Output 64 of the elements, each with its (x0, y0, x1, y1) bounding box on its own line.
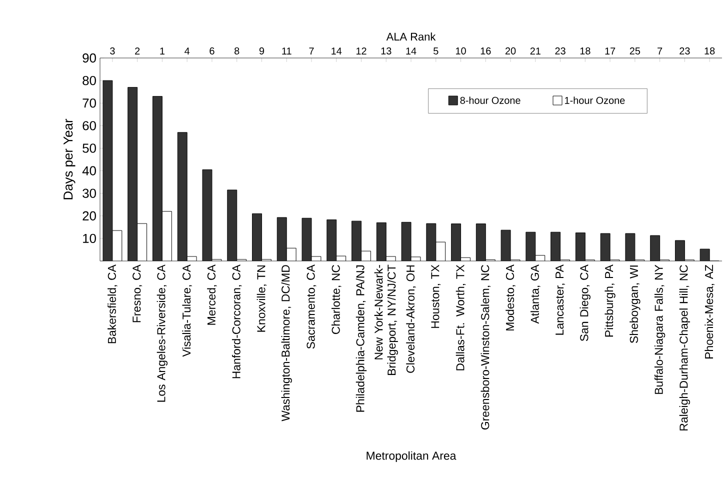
y-tick-label: 40 (82, 166, 96, 176)
text: 25 (630, 47, 640, 54)
text: 23 (680, 47, 690, 54)
text: 3 (110, 47, 115, 54)
text: 18 (580, 47, 590, 54)
y-tick-label: 70 (82, 98, 96, 108)
text: 23 (555, 47, 566, 54)
text: 20 (505, 47, 516, 54)
text: 10 (456, 47, 466, 54)
x-tick-label: Lancaster, PA (556, 264, 565, 335)
x-tick-label: Hanford-Corcoran, CA (232, 264, 242, 378)
x-tick-label: Washington-Baltimore, DC/MD (281, 265, 292, 422)
text: 18 (704, 47, 715, 54)
legend-label: 1-hour Ozone (565, 96, 625, 104)
x-axis-title: Metropolitan Area (366, 451, 456, 462)
x-tick-label: Sacramento, CA (306, 264, 316, 349)
x-tick-label: Merced, CA (207, 264, 217, 325)
text: 14 (332, 48, 342, 54)
x-tick-label: Charlotte, NC (331, 264, 342, 334)
x-tick-label: Fresno, CA (132, 264, 142, 322)
text: 14 (406, 48, 416, 54)
text: 8 (234, 47, 240, 54)
y-tick-label: 50 (82, 144, 96, 153)
x-tick-label: Modesto, CA (506, 264, 516, 330)
legend-label: 8-hour Ozone (460, 96, 520, 104)
x-tick-label: Sheboygan, WI (630, 266, 640, 343)
y-tick-label: 90 (82, 53, 96, 63)
text: 5 (434, 48, 438, 54)
y-tick-label: 60 (82, 121, 96, 130)
text: 16 (480, 47, 491, 54)
y-tick-label: 30 (82, 188, 96, 198)
x-tick-label: Dallas-Ft. Worth, TX (456, 264, 466, 370)
y-tick-label: 80 (82, 76, 96, 86)
x-tick-label: Bakersfield, CA (108, 264, 118, 344)
y-tick-label: 10 (83, 234, 96, 244)
x-tick-label: Atlanta, GA (530, 264, 540, 324)
y-axis-title: Days per Year (64, 118, 76, 200)
text: 4 (184, 48, 190, 54)
x-tick-label: Cleveland-Akron, OH (406, 265, 416, 373)
text: 6 (210, 47, 214, 54)
text: 12 (356, 48, 366, 54)
x-tick-label: Philadelphia-Camden, PA/NJ (356, 265, 367, 412)
text: 17 (605, 48, 616, 54)
text: 7 (309, 48, 314, 54)
x-tick-label: Houston, TX (431, 264, 441, 328)
x-tick-label: San Diego, CA (580, 264, 591, 342)
text: 11 (282, 48, 292, 54)
text: 21 (530, 48, 540, 54)
x-tick-label: Buffalo-Niagara Falls, NY (654, 264, 666, 394)
text: 7 (658, 48, 662, 54)
x-tick-label: Raleigh-Durham-Chapel Hill, NC (679, 265, 690, 430)
text: 1 (160, 48, 164, 54)
x-tick-label: Visalia-Tulare, CA (182, 264, 192, 357)
text: 9 (259, 47, 264, 54)
x-tick-label: Phoenix-Mesa, AZ (704, 264, 714, 358)
text: 2 (135, 48, 140, 54)
x-tick-label: Knoxville, TN (256, 265, 267, 332)
x-tick-label: Greensboro-Winston-Salem, NC (480, 264, 491, 430)
text: 13 (381, 47, 392, 54)
x-tick-label: New York-Newark-Bridgeport, NY/NJ/CT (374, 264, 398, 375)
x-tick-label: Los Angeles-Riverside, CA (156, 264, 168, 402)
x-tick-label: Pittsburgh, PA (604, 264, 616, 337)
x2-axis-title: ALA Rank (386, 32, 436, 41)
y-tick-label: 20 (82, 211, 96, 220)
